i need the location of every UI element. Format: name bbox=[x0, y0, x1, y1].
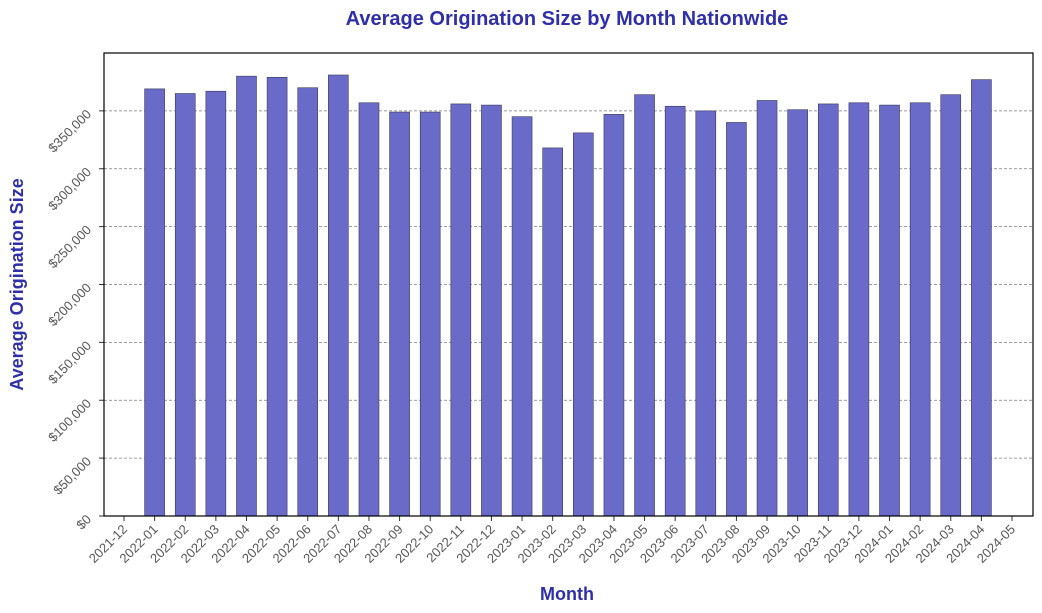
bar-2023-09 bbox=[756, 100, 778, 517]
bar-2022-08 bbox=[358, 102, 380, 517]
y-tick-label: $300,000 bbox=[45, 164, 94, 213]
bar-2022-12 bbox=[481, 104, 502, 517]
bar-2023-10 bbox=[787, 109, 808, 517]
bar-2023-06 bbox=[664, 105, 686, 517]
bar-2023-12 bbox=[848, 102, 870, 517]
plot-frame bbox=[103, 52, 1034, 517]
bar-2022-04 bbox=[236, 75, 257, 517]
bar-2023-03 bbox=[573, 132, 594, 517]
y-tick-label: $50,000 bbox=[50, 454, 94, 498]
bar-2023-11 bbox=[817, 103, 839, 517]
bar-2022-11 bbox=[450, 103, 472, 517]
bar-2022-06 bbox=[297, 87, 319, 517]
bar-2023-04 bbox=[603, 114, 625, 517]
bar-2024-04 bbox=[971, 79, 992, 517]
x-axis-ticks: 2021-122022-012022-022022-032022-042022-… bbox=[86, 516, 1018, 566]
bar-2022-09 bbox=[389, 111, 410, 517]
y-tick-label: $0 bbox=[73, 512, 94, 533]
y-tick-label: $100,000 bbox=[45, 396, 94, 445]
bar-2023-07 bbox=[695, 110, 717, 517]
bars bbox=[144, 74, 992, 517]
bar-2023-01 bbox=[511, 116, 533, 517]
bar-2023-08 bbox=[726, 122, 747, 517]
bar-2022-01 bbox=[144, 88, 165, 517]
chart-title: Average Origination Size by Month Nation… bbox=[346, 8, 789, 30]
bar-2024-03 bbox=[940, 94, 962, 517]
y-tick-label: $250,000 bbox=[45, 222, 94, 271]
y-axis-label: Average Origination Size bbox=[7, 178, 27, 390]
bar-2023-05 bbox=[634, 94, 655, 517]
bar-2024-01 bbox=[879, 104, 900, 517]
bar-2023-02 bbox=[542, 147, 563, 517]
bar-2022-10 bbox=[419, 111, 441, 517]
x-axis-label: Month bbox=[540, 584, 594, 604]
y-tick-label: $200,000 bbox=[45, 280, 94, 329]
y-tick-label: $150,000 bbox=[45, 338, 94, 387]
bar-2022-02 bbox=[174, 93, 196, 517]
y-axis-ticks: $0 $50,000 $100,000 $150,000 $200,000 $250,00… bbox=[45, 106, 104, 532]
bar-2022-05 bbox=[266, 77, 288, 517]
bar-2024-02 bbox=[909, 102, 931, 517]
y-tick-label: $350,000 bbox=[45, 106, 94, 155]
bar-2022-07 bbox=[328, 74, 349, 517]
bar-2022-03 bbox=[205, 90, 227, 517]
